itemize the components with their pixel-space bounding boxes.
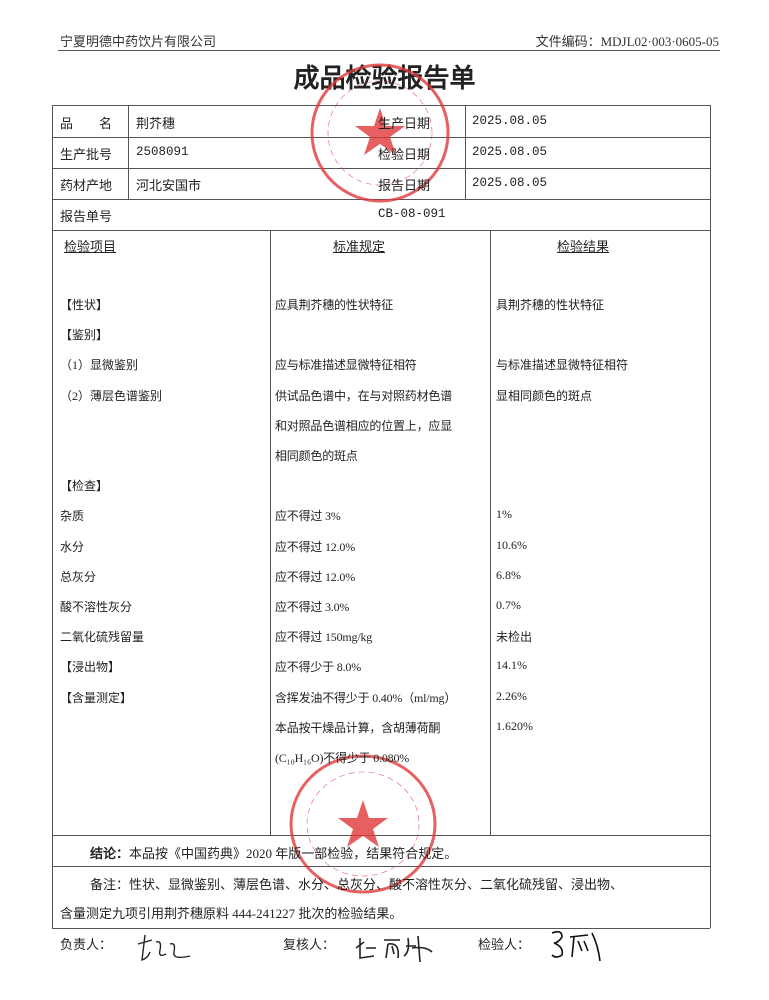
remarks-label: 备注： (90, 877, 130, 892)
test-date-label: 检验日期 (378, 147, 431, 162)
conclusion-label: 结论： (90, 846, 130, 861)
row-item: 二氧化硫残留量 (60, 630, 145, 645)
report-date: 2025.08.05 (472, 176, 548, 190)
row-result: 具荆芥穗的性状特征 (496, 298, 605, 312)
row-standard: 供试品色谱中，在与对照药材色谱 (275, 388, 453, 403)
row-standard: 和对照品色谱相应的位置上，应显 (275, 418, 453, 433)
row-result: 10.6% (496, 537, 527, 552)
row-item: 【含量测定】 (60, 690, 133, 705)
row-item: （1）显微鉴别 (60, 358, 139, 373)
product-name: 荆芥穗 (136, 116, 176, 131)
batch-label: 生产批号 (60, 147, 113, 162)
reviewer-signature (355, 935, 433, 963)
responsible-label: 负责人： (60, 937, 113, 952)
row-result: 1.620% (496, 718, 533, 733)
row-standard: 应不得过 150mg/kg (275, 630, 373, 645)
report-no-label: 报告单号 (60, 209, 113, 224)
page-title: 成品检验报告单 (293, 64, 476, 93)
row-standard: 应不得过 12.0% (275, 569, 355, 584)
production-date-label: 生产日期 (378, 116, 431, 131)
row-item: 酸不溶性灰分 (60, 600, 133, 614)
origin: 河北安国市 (136, 178, 202, 193)
inspector-label: 检验人： (478, 937, 531, 952)
reviewer-label: 复核人： (283, 937, 336, 952)
document-code: 文件编码：MDJL02·003·0605-05 (535, 34, 719, 49)
report-date-label: 报告日期 (378, 178, 431, 193)
row-item: 【浸出物】 (60, 660, 121, 675)
row-result: 显相同颜色的斑点 (496, 388, 593, 403)
row-result: 1% (496, 507, 512, 522)
row-item: 【鉴别】 (60, 328, 109, 343)
row-standard: 应不得过 3% (275, 509, 341, 524)
row-standard: 应不得少于 8.0% (275, 660, 361, 675)
row-standard: 相同颜色的斑点 (275, 449, 358, 463)
row-result: 与标准描述显微特征相符 (496, 358, 629, 373)
row-standard: 本品按干燥品计算，含胡薄荷酮 (275, 720, 441, 735)
row-item: 总灰分 (60, 569, 97, 584)
row-item: 水分 (60, 539, 85, 554)
batch-number: 2508091 (136, 145, 189, 159)
quality-inspection-stamp (289, 754, 437, 894)
row-result: 2.26% (496, 688, 527, 703)
conclusion-text: 本品按《中国药典》2020 年版一部检验，结果符合规定。 (129, 846, 458, 861)
quality-department-stamp (310, 63, 450, 203)
inspector-signature (551, 930, 601, 962)
origin-label: 药材产地 (60, 178, 113, 193)
row-standard: 应不得过 3.0% (275, 600, 350, 614)
remarks-line2: 含量测定九项引用荆芥穗原料 444-241227 批次的检验结果。 (60, 906, 403, 921)
test-date: 2025.08.05 (472, 145, 548, 159)
row-result: 14.1% (496, 658, 527, 673)
row-standard: (C₁₀H₁₆O)不得少于 0.080% (275, 751, 410, 765)
row-result: 6.8% (496, 567, 521, 582)
row-item: 杂质 (60, 509, 85, 524)
row-item: 【性状】 (60, 298, 109, 312)
remarks-line1: 性状、显微鉴别、薄层色谱、水分、总灰分、酸不溶性灰分、二氧化硫残留、浸出物、 (129, 877, 624, 892)
column-header-result: 检验结果 (557, 239, 610, 254)
row-result: 未检出 (496, 630, 533, 645)
report-number: CB-08-091 (378, 207, 446, 221)
row-result: 0.7% (496, 598, 521, 612)
column-header-standard: 标准规定 (333, 239, 386, 254)
row-standard: 应与标准描述显微特征相符 (275, 358, 417, 373)
row-standard: 应具荆芥穗的性状特征 (275, 298, 394, 312)
production-date: 2025.08.05 (472, 114, 548, 128)
company-name: 宁夏明德中药饮片有限公司 (60, 34, 217, 49)
column-header-item: 检验项目 (64, 239, 117, 254)
row-item: 【检查】 (60, 479, 109, 494)
row-item: （2）薄层色谱鉴别 (60, 388, 163, 403)
responsible-signature (137, 934, 191, 962)
row-standard: 应不得过 12.0% (275, 539, 355, 554)
row-standard: 含挥发油不得少于 0.40%（ml/mg） (275, 690, 457, 705)
name-label: 品 名 (60, 116, 113, 131)
